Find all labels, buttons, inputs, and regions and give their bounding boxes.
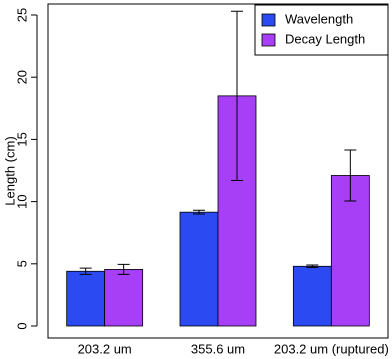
x-tick-label: 203.2 um <box>78 341 132 356</box>
y-tick-label: 25 <box>14 8 29 22</box>
legend-box <box>254 4 389 56</box>
y-tick-label: 0 <box>14 322 29 329</box>
error-bar <box>79 267 92 275</box>
legend-swatch <box>261 13 276 27</box>
bar <box>179 211 219 327</box>
y-tick-label: 15 <box>14 132 29 146</box>
y-tick-label: 10 <box>14 194 29 208</box>
bar <box>104 268 144 327</box>
error-bar <box>231 10 243 181</box>
x-tick-label: 203.2 um (ruptured) <box>274 341 389 356</box>
y-tick-label: 20 <box>14 70 29 84</box>
error-bar <box>193 209 205 215</box>
legend-label: Decay Length <box>285 31 365 46</box>
error-bar <box>117 263 130 275</box>
legend-label: Wavelength <box>285 11 353 26</box>
error-bar <box>344 149 357 202</box>
bar <box>292 265 332 327</box>
legend-swatch <box>261 33 276 47</box>
y-axis-label: Length (cm) <box>2 136 17 205</box>
y-tick-label: 5 <box>14 260 29 267</box>
x-tick-label: 355.6 um <box>191 341 245 356</box>
plot-frame <box>47 3 389 339</box>
error-bar <box>306 264 319 269</box>
bar <box>66 270 106 327</box>
